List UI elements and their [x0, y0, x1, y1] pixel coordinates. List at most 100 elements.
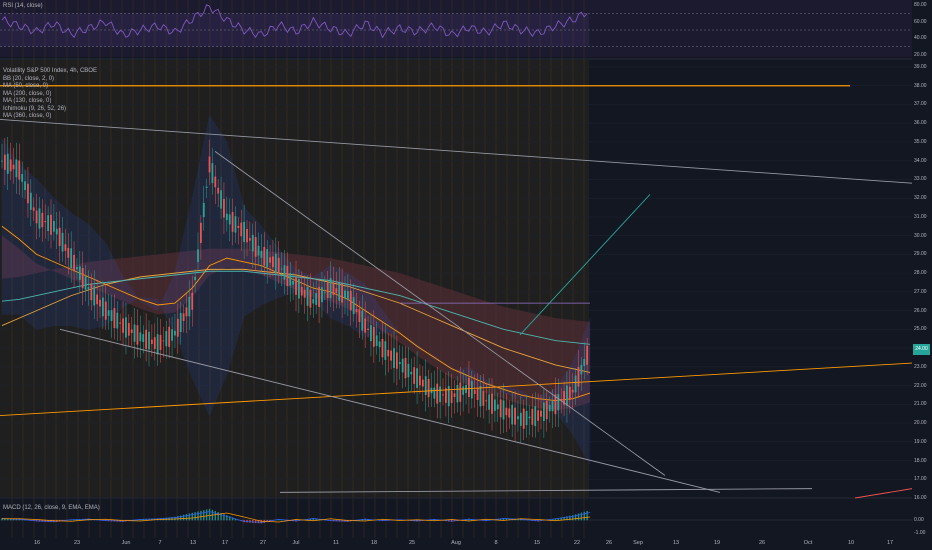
- candle-body: [508, 408, 511, 418]
- indicator-ma200[interactable]: MA (200, close, 0): [3, 90, 52, 97]
- candle-body: [335, 288, 338, 293]
- candle-body: [384, 341, 387, 360]
- macd-histogram-bar: [254, 520, 257, 524]
- candle-body: [361, 310, 364, 331]
- projection-arrow: [519, 194, 651, 336]
- x-tick-label: 19: [713, 540, 721, 546]
- indicator-bb[interactable]: BB (20, close, 2, 0): [3, 75, 55, 82]
- candle-body: [571, 389, 574, 393]
- candle-body: [378, 341, 381, 348]
- price-pane[interactable]: [0, 85, 913, 499]
- macd-histogram-bar: [226, 515, 228, 521]
- macd-histogram-bar: [502, 518, 505, 521]
- rsi-tick-label: 80.00: [914, 2, 927, 8]
- candle-body: [246, 228, 248, 243]
- candle-body: [410, 371, 413, 375]
- rsi-y-axis[interactable]: 80.00 60.00 40.00 20.00: [912, 0, 932, 60]
- indicator-ma360[interactable]: MA (360, close, 0): [3, 113, 52, 119]
- candle-body: [27, 183, 29, 204]
- support-trendline: [0, 362, 913, 416]
- candle-body: [176, 318, 179, 337]
- candle-body: [557, 393, 560, 411]
- candle-body: [424, 376, 427, 395]
- macd-histogram-bar: [367, 519, 369, 521]
- macd-histogram-bar: [468, 518, 470, 521]
- y-tick-label: 16.00: [914, 495, 927, 501]
- candle-body: [568, 386, 571, 400]
- candle-body: [444, 388, 447, 403]
- macd-histogram-bar: [4, 518, 6, 521]
- macd-y-axis[interactable]: 0.00 -1.00: [912, 0, 932, 550]
- candle-body: [566, 385, 568, 406]
- macd-histogram-bar: [194, 512, 196, 521]
- candle-body: [21, 174, 24, 182]
- candle-body: [185, 307, 188, 317]
- rsi-tick-label: 60.00: [914, 18, 927, 25]
- candle-body: [18, 160, 21, 180]
- macd-histogram-bar: [580, 512, 583, 521]
- candle-body: [433, 387, 436, 399]
- candle-body: [321, 287, 323, 303]
- candle-body: [237, 225, 240, 228]
- candle-body: [130, 329, 133, 333]
- indicator-ichimoku[interactable]: Ichimoku (9, 26, 52, 26): [3, 105, 67, 112]
- candle-body: [355, 309, 358, 313]
- candle-body: [58, 227, 61, 247]
- candle-body: [254, 237, 257, 257]
- candle-body: [1, 160, 3, 162]
- x-tick-label: Jun: [121, 540, 131, 546]
- candle-body: [168, 326, 171, 347]
- y-tick-label: 17.00: [914, 476, 927, 483]
- macd-pane[interactable]: [0, 508, 912, 524]
- macd-histogram-bar: [577, 513, 580, 521]
- candle-body: [70, 248, 73, 269]
- candle-body: [387, 349, 390, 357]
- candle-body: [560, 398, 563, 401]
- candle-body: [488, 394, 491, 410]
- candle-body: [211, 163, 214, 184]
- candle-body: [165, 331, 168, 347]
- candle-body: [139, 332, 142, 342]
- y-tick-label: 38.00: [914, 82, 927, 89]
- y-tick-label: 39.00: [914, 64, 927, 70]
- candle-body: [3, 154, 6, 170]
- candle-body: [344, 290, 346, 299]
- macd-histogram-bar: [499, 518, 502, 521]
- candle-body: [574, 375, 577, 393]
- candle-body: [234, 216, 237, 233]
- x-tick-label: 8: [494, 540, 498, 546]
- candle-body: [372, 326, 375, 347]
- macd-histogram-bar: [145, 518, 147, 521]
- candle-body: [76, 267, 78, 270]
- x-tick-label: 23: [73, 540, 81, 546]
- x-tick-label: 13: [672, 540, 680, 546]
- candle-body: [583, 358, 586, 366]
- rsi-pane[interactable]: [0, 4, 912, 47]
- candle-body: [519, 412, 522, 426]
- candle-body: [240, 222, 243, 237]
- macd-histogram-bar: [9, 518, 12, 521]
- candle-body: [292, 281, 295, 285]
- candle-body: [393, 348, 395, 368]
- candle-body: [133, 324, 136, 342]
- candle-body: [323, 292, 326, 294]
- macd-background: [0, 500, 912, 538]
- indicator-ma130[interactable]: MA (130, close, 0): [3, 98, 52, 104]
- candle-body: [263, 246, 266, 266]
- candle-body: [55, 228, 58, 235]
- macd-histogram-bar: [200, 510, 202, 521]
- time-axis[interactable]: 16 23 Jun 7 13 17 27 Jul 11 18 25 Aug 8 15 22 26 Sep 13 19…: [0, 538, 912, 550]
- candle-body: [421, 379, 424, 387]
- rsi-tick-label: 20.00: [914, 52, 927, 58]
- candle-body: [35, 210, 38, 224]
- macd-histogram-bar: [220, 513, 222, 521]
- macd-tick-label: 0.00: [914, 517, 924, 523]
- y-tick-label: 21.00: [914, 401, 927, 408]
- candle-body: [450, 390, 453, 404]
- candle-body: [136, 325, 139, 345]
- candle-body: [24, 181, 26, 191]
- candle-body: [73, 254, 75, 272]
- macd-histogram-bar: [554, 518, 557, 521]
- indicator-ma50[interactable]: MA (50, close, 0): [3, 83, 49, 89]
